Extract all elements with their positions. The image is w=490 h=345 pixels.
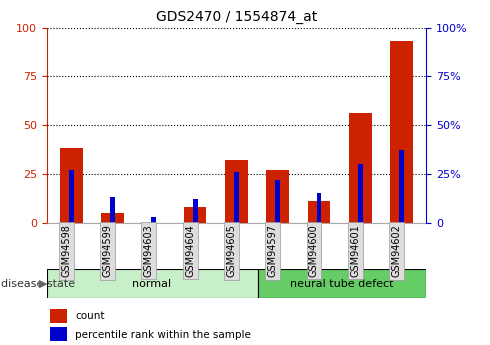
- Bar: [50, 309, 68, 323]
- Bar: [151, 217, 156, 223]
- Bar: [193, 199, 197, 223]
- Text: disease state: disease state: [1, 279, 75, 289]
- Bar: [317, 193, 321, 223]
- Text: count: count: [75, 312, 104, 322]
- Bar: [101, 213, 124, 223]
- Bar: [258, 269, 426, 298]
- Text: GSM94599: GSM94599: [102, 224, 113, 277]
- Text: GSM94605: GSM94605: [226, 224, 237, 277]
- Bar: [308, 201, 330, 223]
- Bar: [399, 150, 404, 223]
- Text: GSM94601: GSM94601: [350, 224, 360, 277]
- Bar: [184, 207, 206, 223]
- Text: normal: normal: [132, 279, 172, 289]
- Text: GSM94598: GSM94598: [61, 224, 72, 277]
- Text: GSM94602: GSM94602: [392, 224, 401, 277]
- Bar: [349, 114, 371, 223]
- Text: ▶: ▶: [39, 279, 48, 289]
- Bar: [358, 164, 363, 223]
- Text: percentile rank within the sample: percentile rank within the sample: [75, 330, 251, 340]
- Bar: [47, 269, 258, 298]
- Text: GSM94603: GSM94603: [144, 224, 154, 277]
- Bar: [69, 170, 74, 223]
- Text: GSM94600: GSM94600: [309, 224, 319, 277]
- Text: GSM94597: GSM94597: [268, 224, 278, 277]
- Bar: [267, 170, 289, 223]
- Bar: [234, 172, 239, 223]
- Bar: [60, 148, 83, 223]
- Bar: [275, 180, 280, 223]
- Bar: [225, 160, 248, 223]
- Bar: [110, 197, 115, 223]
- Text: GSM94604: GSM94604: [185, 224, 195, 277]
- Bar: [50, 327, 68, 341]
- Text: neural tube defect: neural tube defect: [290, 279, 393, 289]
- Bar: [390, 41, 413, 223]
- Title: GDS2470 / 1554874_at: GDS2470 / 1554874_at: [156, 10, 317, 24]
